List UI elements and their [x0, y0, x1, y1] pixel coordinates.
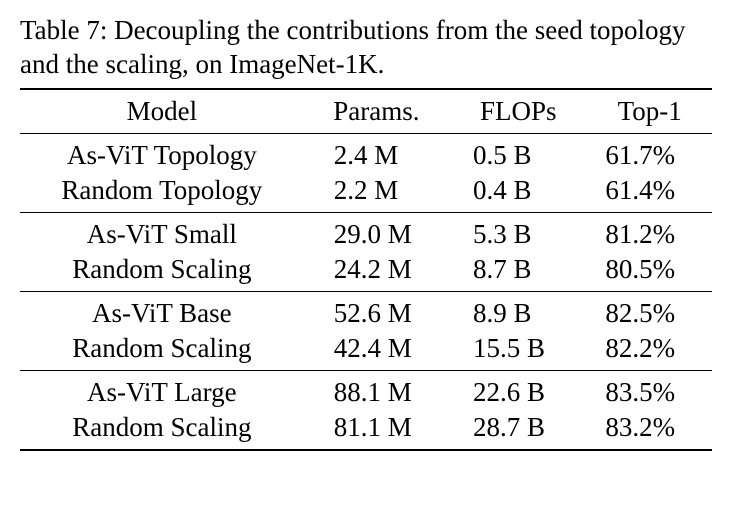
cell-flops: 28.7 B — [449, 410, 587, 450]
cell-model: Random Topology — [20, 173, 304, 213]
col-header-model: Model — [20, 89, 304, 134]
cell-top1: 80.5% — [587, 252, 712, 292]
cell-flops: 5.3 B — [449, 212, 587, 252]
cell-top1: 82.5% — [587, 291, 712, 331]
table-header-row: Model Params. FLOPs Top-1 — [20, 89, 712, 134]
cell-params: 81.1 M — [304, 410, 449, 450]
table-row: Random Scaling 81.1 M 28.7 B 83.2% — [20, 410, 712, 450]
cell-top1: 61.4% — [587, 173, 712, 213]
cell-top1: 82.2% — [587, 331, 712, 371]
cell-top1: 83.2% — [587, 410, 712, 450]
table-row: As-ViT Base 52.6 M 8.9 B 82.5% — [20, 291, 712, 331]
cell-flops: 15.5 B — [449, 331, 587, 371]
cell-params: 52.6 M — [304, 291, 449, 331]
cell-top1: 61.7% — [587, 133, 712, 173]
cell-model: Random Scaling — [20, 331, 304, 371]
cell-params: 2.4 M — [304, 133, 449, 173]
cell-model: Random Scaling — [20, 410, 304, 450]
table-row: Random Scaling 42.4 M 15.5 B 82.2% — [20, 331, 712, 371]
col-header-top1: Top-1 — [587, 89, 712, 134]
table-row: As-ViT Large 88.1 M 22.6 B 83.5% — [20, 370, 712, 410]
cell-params: 2.2 M — [304, 173, 449, 213]
table-row: Random Topology 2.2 M 0.4 B 61.4% — [20, 173, 712, 213]
cell-params: 42.4 M — [304, 331, 449, 371]
table-row: As-ViT Topology 2.4 M 0.5 B 61.7% — [20, 133, 712, 173]
cell-params: 88.1 M — [304, 370, 449, 410]
cell-top1: 81.2% — [587, 212, 712, 252]
table-container: Table 7: Decoupling the contributions fr… — [0, 0, 732, 471]
cell-model: As-ViT Small — [20, 212, 304, 252]
cell-flops: 0.5 B — [449, 133, 587, 173]
col-header-params: Params. — [304, 89, 449, 134]
cell-params: 24.2 M — [304, 252, 449, 292]
cell-flops: 22.6 B — [449, 370, 587, 410]
results-table: Model Params. FLOPs Top-1 As-ViT Topolog… — [20, 88, 712, 451]
table-row: Random Scaling 24.2 M 8.7 B 80.5% — [20, 252, 712, 292]
cell-model: As-ViT Large — [20, 370, 304, 410]
table-row: As-ViT Small 29.0 M 5.3 B 81.2% — [20, 212, 712, 252]
table-caption: Table 7: Decoupling the contributions fr… — [20, 14, 712, 82]
cell-flops: 8.9 B — [449, 291, 587, 331]
col-header-flops: FLOPs — [449, 89, 587, 134]
cell-top1: 83.5% — [587, 370, 712, 410]
cell-flops: 0.4 B — [449, 173, 587, 213]
cell-model: Random Scaling — [20, 252, 304, 292]
cell-model: As-ViT Base — [20, 291, 304, 331]
cell-flops: 8.7 B — [449, 252, 587, 292]
cell-params: 29.0 M — [304, 212, 449, 252]
cell-model: As-ViT Topology — [20, 133, 304, 173]
